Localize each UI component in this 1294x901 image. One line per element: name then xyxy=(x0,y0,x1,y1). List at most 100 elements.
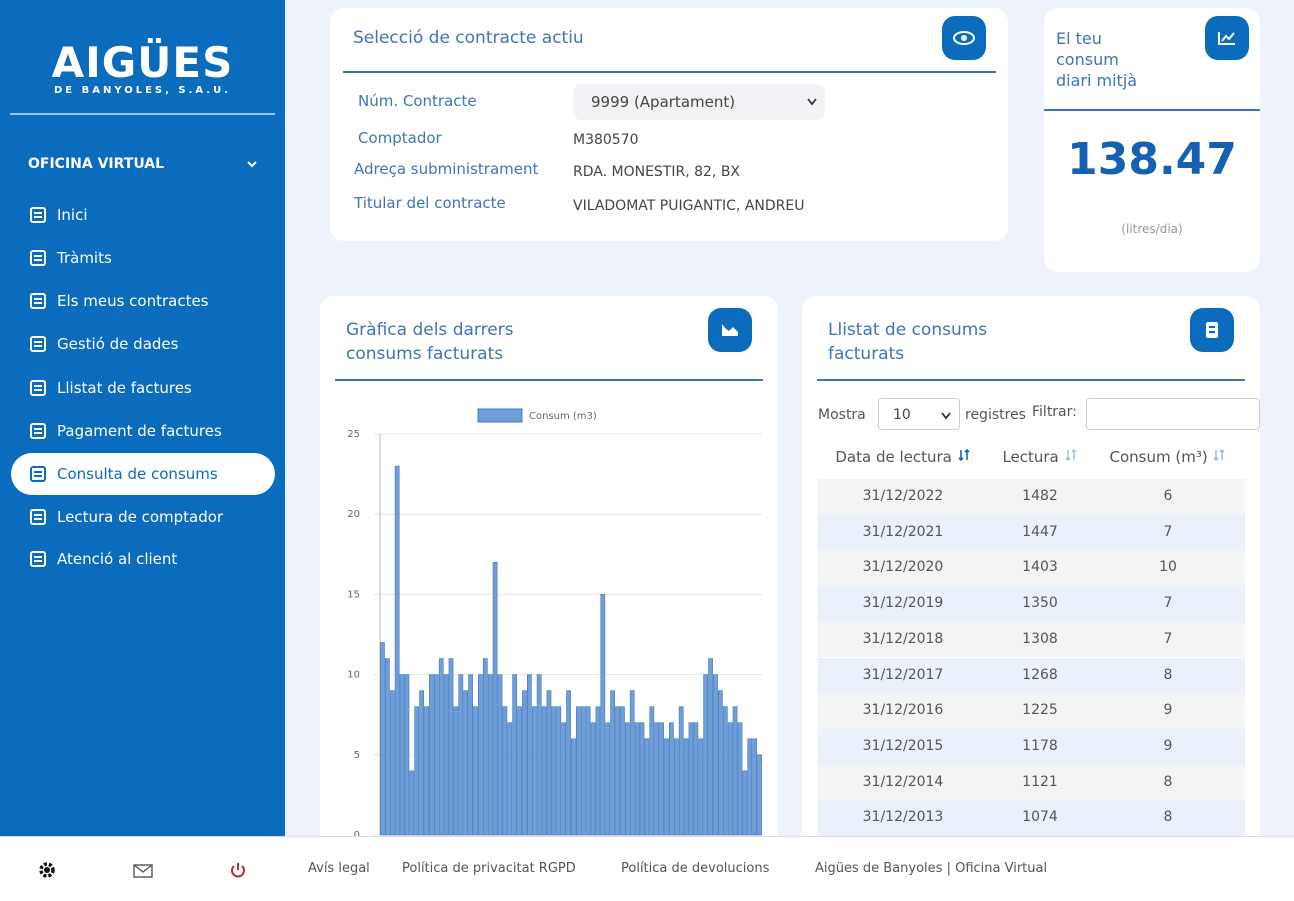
bar xyxy=(698,738,704,836)
bar xyxy=(389,690,395,836)
contract-card: Selecció de contracte actiu Núm. Contrac… xyxy=(330,8,1008,241)
table-cell: 31/12/2018 xyxy=(862,630,944,647)
bar-chart: 0 5 10 15 20 25 Consum (m3) xyxy=(347,408,762,836)
menu-item[interactable]: Inici xyxy=(11,194,275,236)
table-cell: 1121 xyxy=(1022,773,1058,790)
legend-label: Consum (m3) xyxy=(529,411,597,422)
column-header[interactable]: Data de lectura xyxy=(833,448,973,466)
footer-link[interactable]: Política de privacitat RGPD xyxy=(402,861,576,876)
footer-link[interactable]: Política de devolucions xyxy=(621,861,770,876)
bar xyxy=(419,690,424,836)
settings-icon[interactable] xyxy=(38,861,56,879)
logo-subtitle: DE BANYOLES, S.A.U. xyxy=(53,85,232,96)
bar xyxy=(482,658,488,836)
bar xyxy=(502,706,508,836)
bar xyxy=(448,658,454,836)
contract-select[interactable]: 9999 (Apartament) xyxy=(573,84,825,120)
divider xyxy=(1044,109,1260,111)
bar xyxy=(580,706,586,836)
bar xyxy=(527,674,532,836)
table-cell: 1350 xyxy=(1022,595,1058,612)
menu-item[interactable]: Els meus contractes xyxy=(11,280,275,322)
bar xyxy=(443,674,449,836)
bar xyxy=(404,674,410,836)
view-button[interactable] xyxy=(942,16,986,60)
card-title: Gràfica dels darrers consums facturats xyxy=(346,320,514,364)
menu-item[interactable]: Consulta de consums xyxy=(11,453,275,495)
menu-icon xyxy=(30,380,46,396)
bar xyxy=(752,738,758,836)
menu-item[interactable]: Gestió de dades xyxy=(11,323,275,365)
filter-label: Filtrar: xyxy=(1032,404,1077,420)
divider xyxy=(343,71,996,73)
menu-icon xyxy=(30,207,46,223)
menu-icon xyxy=(30,336,46,352)
column-header-label: Lectura xyxy=(1002,448,1059,466)
footer-link[interactable]: Avís legal xyxy=(308,861,370,876)
menu-item[interactable]: Atenció al client xyxy=(11,538,275,580)
list-button[interactable] xyxy=(1190,308,1234,352)
bar xyxy=(517,706,522,836)
menu-icon xyxy=(30,293,46,309)
bar xyxy=(551,706,557,836)
menu-icon xyxy=(30,423,46,439)
bar xyxy=(571,738,576,836)
y-tick-label: 20 xyxy=(347,509,360,520)
table-cell: 8 xyxy=(1163,666,1173,683)
menu-icon xyxy=(30,466,46,482)
mail-icon[interactable] xyxy=(133,864,153,878)
column-header-label: Data de lectura xyxy=(835,448,952,466)
bar xyxy=(546,690,552,836)
menu-label: Els meus contractes xyxy=(57,292,209,310)
menu-label: Atenció al client xyxy=(57,550,178,568)
y-tick-label: 15 xyxy=(347,589,360,600)
table-cell: 31/12/2015 xyxy=(862,737,944,754)
column-header-label: Consum (m³) xyxy=(1109,448,1208,466)
table-cell: 1482 xyxy=(1022,488,1058,504)
table-cell: 31/12/2019 xyxy=(862,595,944,612)
bar xyxy=(541,706,547,836)
table-cell: 31/12/2013 xyxy=(862,809,944,826)
menu-item[interactable]: Tràmits xyxy=(11,237,275,279)
table-cell: 8 xyxy=(1163,773,1173,790)
table-cell: 31/12/2016 xyxy=(862,702,944,719)
column-header[interactable]: Consum (m³) xyxy=(1098,448,1238,466)
page-size-select[interactable]: 10 xyxy=(878,398,960,430)
table-row xyxy=(818,550,1245,587)
table-cell: 31/12/2021 xyxy=(862,523,944,540)
stats-button[interactable] xyxy=(1205,16,1249,60)
section-heading[interactable]: OFICINA VIRTUAL xyxy=(28,156,165,172)
table-cell: 1447 xyxy=(1022,523,1058,540)
menu-icon xyxy=(30,509,46,525)
card-title: Selecció de contracte actiu xyxy=(353,28,584,48)
bar xyxy=(478,674,483,836)
logout-icon[interactable] xyxy=(229,861,247,879)
table-row xyxy=(818,800,1245,836)
menu-label: Consulta de consums xyxy=(57,465,218,483)
sort-icon xyxy=(1213,448,1226,462)
y-tick-label: 0 xyxy=(354,830,360,836)
filter-input[interactable] xyxy=(1086,398,1260,430)
chart-button[interactable] xyxy=(708,308,752,352)
bar xyxy=(683,738,689,836)
table-cell: 31/12/2022 xyxy=(862,488,944,504)
bar xyxy=(742,770,748,836)
bar xyxy=(629,690,635,836)
footer-link[interactable]: Aigües de Banyoles | Oficina Virtual xyxy=(815,861,1048,876)
bar xyxy=(634,722,640,836)
table-cell: 7 xyxy=(1163,523,1173,540)
field-label: Titular del contracte xyxy=(354,194,506,212)
bar xyxy=(703,674,709,836)
bar xyxy=(507,722,513,836)
bar xyxy=(708,658,713,836)
menu-item[interactable]: Pagament de factures xyxy=(11,410,275,452)
table-cell: 7 xyxy=(1163,595,1173,612)
menu-item[interactable]: Lectura de comptador xyxy=(11,496,275,538)
logo: AIGÜES xyxy=(51,38,234,87)
table-row xyxy=(818,479,1245,515)
menu-item[interactable]: Llistat de factures xyxy=(11,367,275,409)
column-header[interactable]: Lectura xyxy=(970,448,1110,466)
bar xyxy=(497,674,503,836)
bar xyxy=(492,562,498,836)
table-row xyxy=(818,514,1245,551)
